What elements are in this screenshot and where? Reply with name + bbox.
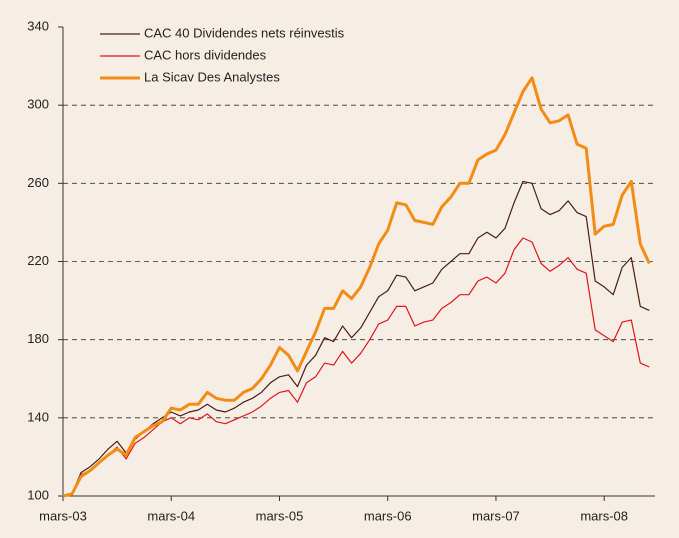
y-tick-label: 180	[27, 331, 49, 346]
legend-label: CAC hors dividendes	[144, 47, 267, 62]
y-tick-label: 220	[27, 253, 49, 268]
legend-label: La Sicav Des Analystes	[144, 69, 280, 84]
y-tick-label: 260	[27, 175, 49, 190]
y-tick-label: 340	[27, 18, 49, 33]
y-tick-label: 300	[27, 97, 49, 112]
y-tick-label: 140	[27, 409, 49, 424]
y-tick-label: 100	[27, 487, 49, 502]
x-tick-label: mars-05	[256, 508, 304, 523]
legend-label: CAC 40 Dividendes nets réinvestis	[144, 25, 345, 40]
series-line	[62, 237, 650, 497]
series-line	[62, 180, 650, 497]
x-tick-label: mars-04	[147, 508, 195, 523]
x-tick-label: mars-03	[39, 508, 87, 523]
x-tick-label: mars-06	[364, 508, 412, 523]
x-tick-label: mars-08	[580, 508, 628, 523]
series-line	[62, 76, 651, 498]
x-tick-label: mars-07	[472, 508, 520, 523]
